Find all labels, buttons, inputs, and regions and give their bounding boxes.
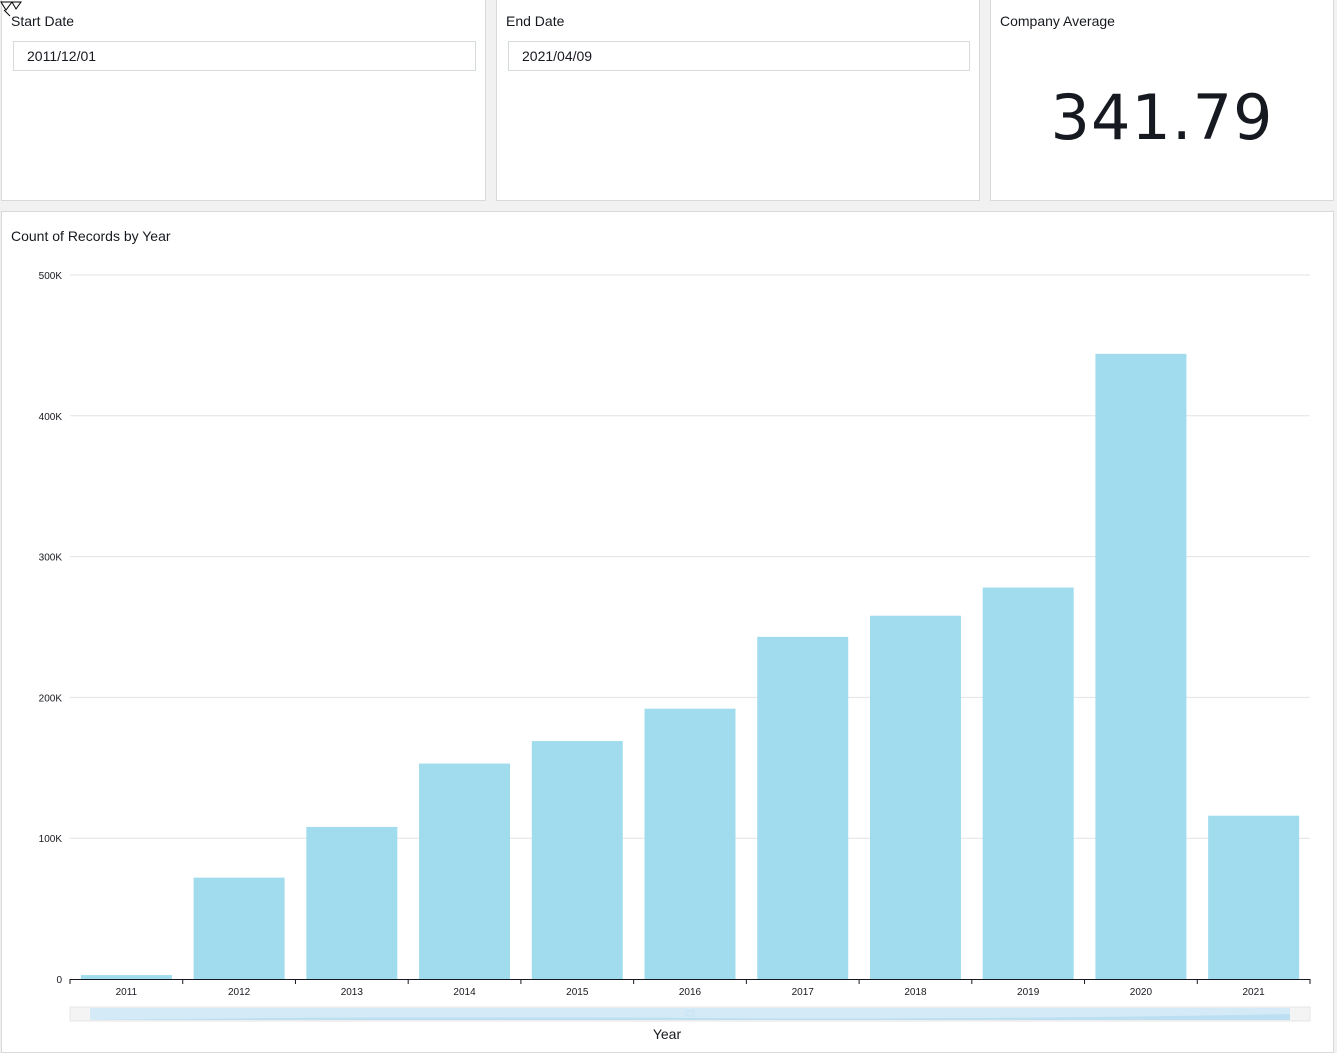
x-tick-label: 2018 xyxy=(904,987,927,998)
bar xyxy=(1208,815,1300,979)
bar xyxy=(193,877,285,979)
end-date-label: End Date xyxy=(506,13,565,29)
resize-cursor-icon xyxy=(0,1,22,17)
bar xyxy=(982,587,1074,979)
x-tick-label: 2013 xyxy=(341,987,364,998)
bar xyxy=(419,763,511,979)
bar xyxy=(306,826,398,979)
x-tick-label: 2014 xyxy=(453,987,476,998)
end-date-input[interactable]: 2021/04/09 xyxy=(508,41,970,71)
scrollbar-thumb xyxy=(90,1008,1290,1020)
y-axis-ticks: 0 100K 200K 300K 400K 500K xyxy=(39,271,63,986)
scrollbar-preview xyxy=(90,1014,1290,1020)
x-tick-label: 2012 xyxy=(228,987,251,998)
x-tick-label: 2015 xyxy=(566,987,589,998)
x-tick-label: 2011 xyxy=(116,987,138,998)
x-tick-label: 2019 xyxy=(1017,987,1040,998)
start-date-label: Start Date xyxy=(11,13,75,29)
bars xyxy=(80,353,1300,979)
company-average-panel: Company Average 341.79 xyxy=(990,0,1334,201)
x-axis-title: Year xyxy=(653,1026,682,1042)
y-tick-label: 200K xyxy=(39,693,63,704)
y-tick-label: 300K xyxy=(39,553,63,564)
bar xyxy=(644,708,736,979)
kpi-value: 341.79 xyxy=(1050,81,1274,154)
chart-title: Count of Records by Year xyxy=(11,228,171,244)
kpi-label: Company Average xyxy=(1000,13,1115,29)
x-tick-label: 2021 xyxy=(1243,987,1266,998)
x-axis: 2011 2012 2013 2014 2015 2016 2017 2018 2019 2020… xyxy=(69,979,1311,998)
chart-scrollbar[interactable] xyxy=(69,1006,1311,1022)
bar xyxy=(869,615,961,979)
start-date-input[interactable]: 2011/12/01 xyxy=(13,41,476,71)
y-tick-label: 0 xyxy=(56,975,62,986)
x-tick-label: 2016 xyxy=(679,987,702,998)
x-tick-label: 2020 xyxy=(1130,987,1153,998)
end-date-panel: End Date 2021/04/09 xyxy=(496,0,980,201)
scrollbar-grip-icon xyxy=(685,1010,695,1017)
y-tick-label: 100K xyxy=(39,834,63,845)
bar xyxy=(531,741,623,979)
bar xyxy=(80,975,172,979)
y-tick-label: 500K xyxy=(39,271,63,282)
y-tick-label: 400K xyxy=(39,412,63,423)
bar xyxy=(757,636,849,979)
x-tick-label: 2017 xyxy=(792,987,815,998)
start-date-panel: Start Date 2011/12/01 xyxy=(1,0,486,201)
bar xyxy=(1095,353,1187,979)
